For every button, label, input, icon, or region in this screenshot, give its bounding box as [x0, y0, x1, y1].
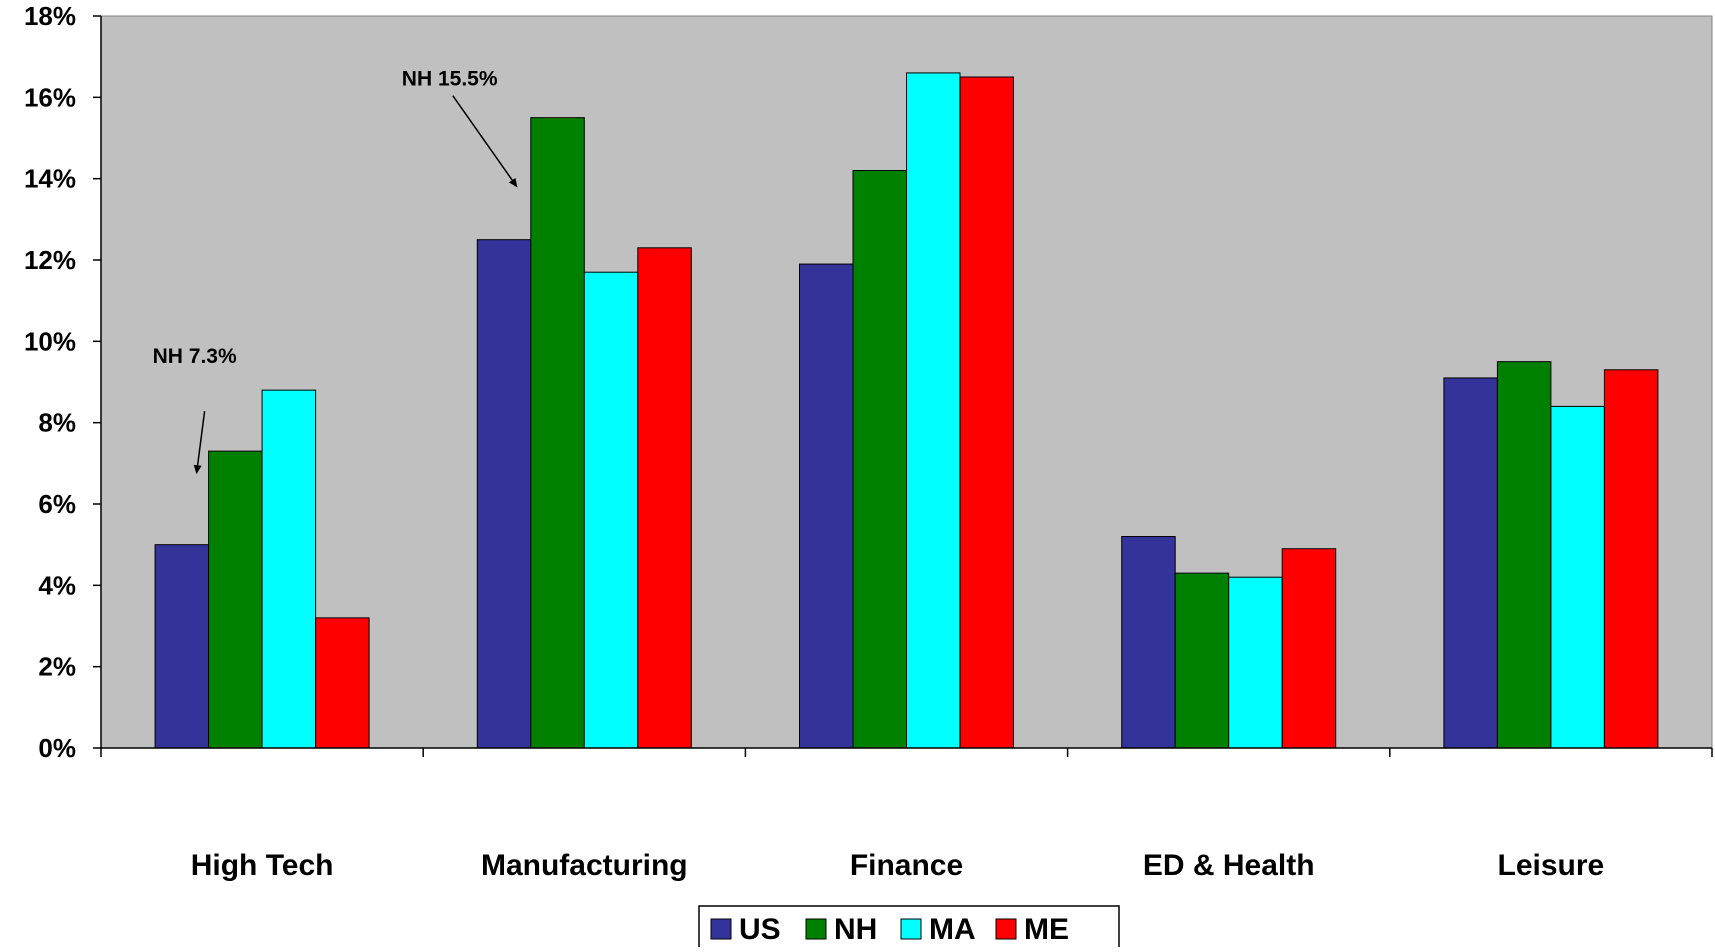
bar-high-tech-ma	[261, 389, 317, 749]
legend-label-me: ME	[1024, 913, 1069, 946]
x-tick-label-ed-health: ED & Health	[1143, 849, 1315, 882]
legend-item-nh: NH	[805, 913, 877, 946]
bar-finance-us	[799, 263, 854, 749]
legend-swatch-nh	[805, 918, 827, 940]
bar-manufacturing-us	[476, 239, 532, 749]
y-tick-label-6: 6%	[38, 489, 76, 519]
bar-high-tech-me	[315, 617, 370, 749]
legend-item-ma: MA	[900, 913, 976, 946]
y-tick-label-2: 2%	[38, 652, 76, 682]
annotation-nh-15-5: NH 15.5%	[402, 68, 518, 188]
y-tick-label-8: 8%	[38, 408, 76, 438]
annotation-arrow	[193, 411, 206, 475]
legend-label-ma: MA	[929, 913, 976, 946]
bar-leisure-us	[1443, 377, 1498, 749]
y-tick-label-12: 12%	[24, 245, 76, 275]
bar-finance-nh	[852, 170, 907, 749]
annotation-label: NH 15.5%	[402, 68, 498, 91]
y-tick-label-18: 18%	[24, 1, 76, 31]
annotation-nh-7-3: NH 7.3%	[153, 345, 237, 475]
annotation-label: NH 7.3%	[153, 345, 237, 368]
x-tick-label-leisure: Leisure	[1498, 849, 1605, 882]
legend-item-me: ME	[995, 913, 1069, 946]
bar-finance-me	[959, 76, 1014, 749]
legend-swatch-ma	[900, 918, 922, 940]
x-tick-label-manufacturing: Manufacturing	[481, 849, 688, 882]
bar-manufacturing-nh	[530, 117, 585, 749]
x-tick-label-finance: Finance	[850, 849, 963, 882]
bar-manufacturing-me	[637, 247, 692, 749]
x-tick-label-high-tech: High Tech	[191, 849, 334, 882]
y-tick-label-10: 10%	[24, 326, 76, 356]
legend-label-nh: NH	[834, 913, 877, 946]
y-tick-label-0: 0%	[38, 733, 76, 763]
legend-label-us: US	[739, 913, 781, 946]
bar-finance-ma	[906, 72, 961, 749]
bar-manufacturing-ma	[583, 271, 639, 749]
bar-ed-health-us	[1121, 536, 1176, 749]
bar-high-tech-nh	[208, 450, 263, 749]
legend-item-us: US	[710, 913, 781, 946]
legend-swatch-us	[710, 918, 732, 940]
bar-leisure-nh	[1496, 361, 1552, 749]
y-tick-label-16: 16%	[24, 82, 76, 112]
y-tick-label-14: 14%	[24, 164, 76, 194]
bar-ed-health-nh	[1174, 572, 1230, 749]
bar-ed-health-me	[1281, 548, 1337, 749]
bar-ed-health-ma	[1228, 576, 1283, 749]
bar-leisure-me	[1603, 369, 1659, 749]
bar-leisure-ma	[1550, 405, 1605, 749]
legend-swatch-me	[995, 918, 1017, 940]
y-tick-label-4: 4%	[38, 570, 76, 600]
annotation-arrow	[452, 95, 518, 188]
bar-high-tech-us	[154, 544, 210, 749]
